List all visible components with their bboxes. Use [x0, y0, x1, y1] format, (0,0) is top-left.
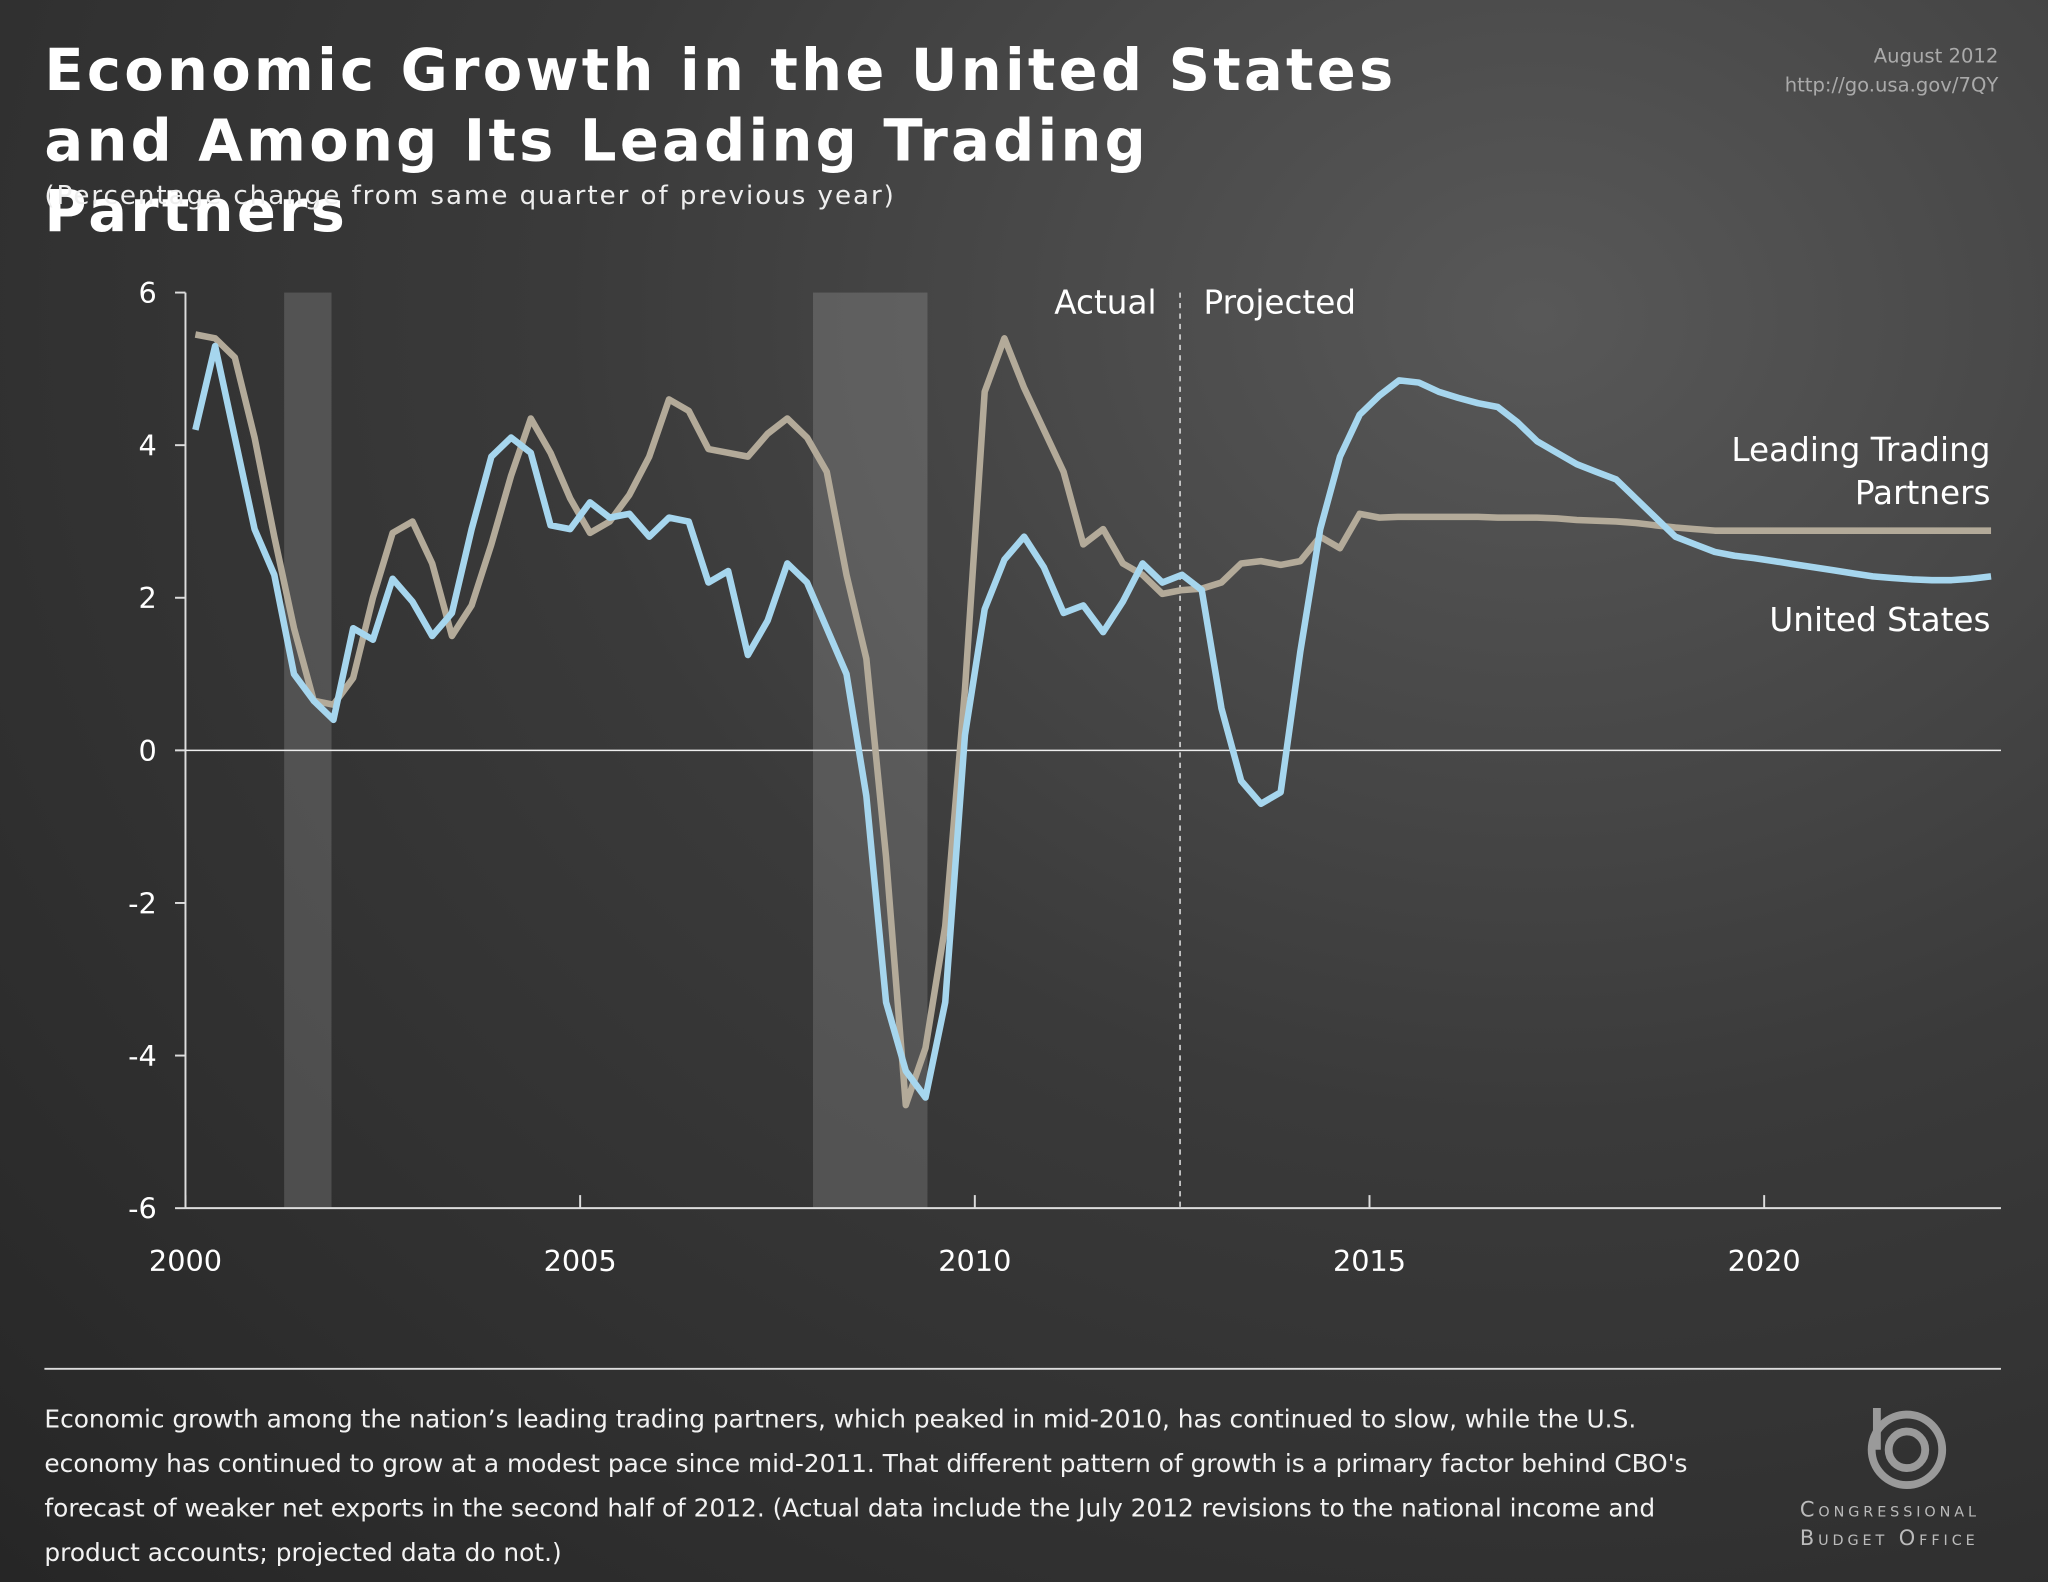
legend-label: United States	[1769, 600, 1991, 639]
y-tick-label: -6	[128, 1192, 157, 1226]
legend-label: Leading Trading Partners	[1731, 431, 1991, 512]
y-tick-label: 6	[138, 276, 156, 310]
x-tick-label: 2010	[938, 1244, 1011, 1278]
annotation: Projected	[1204, 283, 1356, 321]
logo-text: Congressional Budget Office	[1799, 1496, 1980, 1551]
x-tick-label: 2000	[149, 1244, 222, 1278]
subtitle: (Percentage change from same quarter of …	[44, 178, 896, 211]
caption: Economic growth among the nation’s leadi…	[44, 1405, 1688, 1568]
y-tick-label: 0	[138, 734, 156, 768]
date: August 2012	[1873, 44, 1999, 68]
annotation: Actual	[1054, 283, 1156, 321]
x-tick-label: 2020	[1728, 1244, 1801, 1278]
y-tick-label: -2	[128, 886, 157, 920]
title: Economic Growth in the United States and…	[44, 37, 1397, 246]
y-tick-label: 4	[138, 429, 156, 463]
url: http://go.usa.gov/7QY	[1784, 73, 1999, 97]
cbo-logo	[1867, 1407, 1947, 1489]
series-line	[192, 342, 1992, 1101]
y-tick-label: -4	[128, 1039, 157, 1073]
y-tick-label: 2	[138, 581, 156, 615]
x-tick-label: 2015	[1333, 1244, 1406, 1278]
x-tick-label: 2005	[544, 1244, 617, 1278]
series-line	[194, 331, 1992, 1109]
